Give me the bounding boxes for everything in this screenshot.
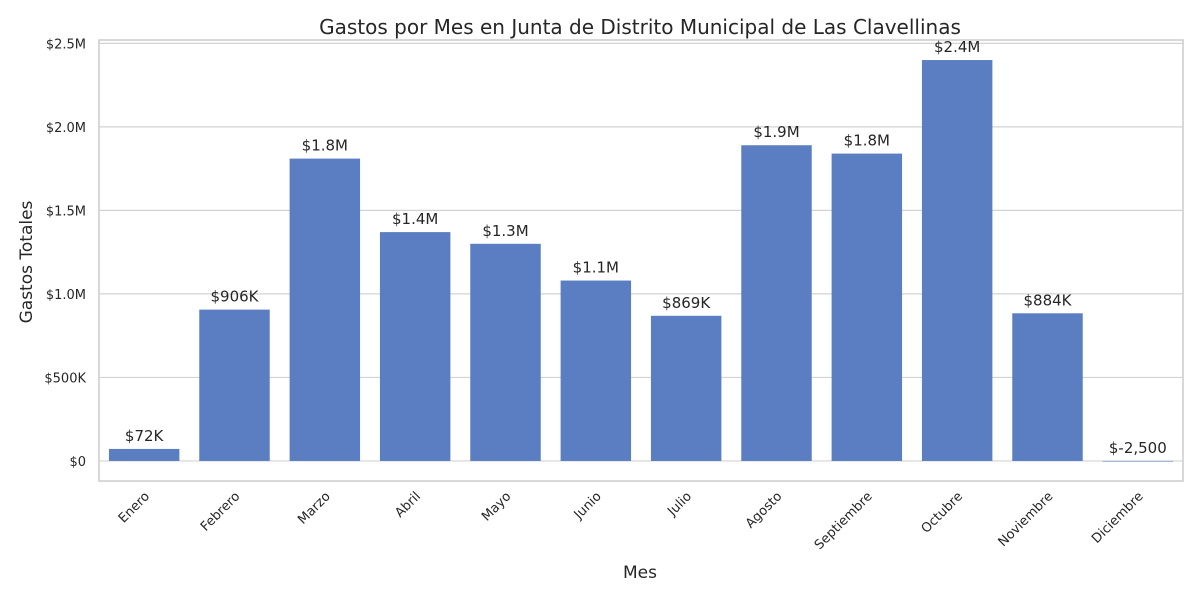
x-tick-label: Abril (392, 489, 424, 521)
y-tick-label: $0 (69, 455, 86, 470)
bar (831, 153, 903, 461)
x-axis-label: Mes (623, 563, 657, 583)
data-label: $1.3M (482, 222, 528, 240)
data-label: $1.9M (753, 123, 799, 141)
y-tick-label: $2.5M (46, 37, 86, 52)
bar (741, 145, 812, 461)
data-label: $1.8M (302, 137, 348, 155)
data-label: $869K (662, 294, 711, 312)
bar (379, 232, 451, 461)
y-tick-label: $500K (44, 371, 86, 386)
data-label: $2.4M (934, 38, 980, 56)
data-labels: $72K $906K $1.8M $1.4M $1.3M $1.1M $869K $1.9M $… (125, 38, 1167, 457)
y-tick-label: $2.0M (46, 121, 86, 136)
x-tick-label: Febrero (198, 489, 243, 534)
data-label: $884K (1023, 291, 1072, 309)
data-label: $1.1M (573, 259, 619, 277)
data-label: $1.8M (844, 132, 890, 150)
bar (199, 309, 270, 461)
x-tick-label: Noviembre (996, 489, 1057, 550)
y-axis-label: Gastos Totales (17, 200, 37, 323)
x-ticks: Enero Febrero Marzo Abril Mayo Junio Julio Agos… (116, 489, 1147, 553)
bar (470, 243, 541, 461)
bar (560, 280, 632, 461)
x-tick-label: Octubre (919, 489, 966, 536)
data-label: $-2,500 (1109, 439, 1167, 457)
bar (1102, 460, 1174, 462)
x-tick-label: Mayo (479, 489, 514, 524)
data-label: $72K (125, 427, 165, 445)
grid-lines (99, 42, 1183, 462)
bar (650, 315, 722, 461)
bars (108, 60, 1174, 462)
data-label: $906K (210, 288, 259, 306)
y-tick-label: $1.0M (46, 288, 86, 303)
plot-frame (98, 39, 1184, 482)
data-label: $1.4M (392, 210, 438, 228)
bar (108, 448, 180, 461)
bar (1012, 313, 1083, 461)
bar (921, 60, 993, 461)
y-ticks: $0 $500K $1.0M $1.5M $2.0M $2.5M (44, 37, 86, 470)
x-tick-label: Marzo (295, 489, 333, 527)
chart-title: Gastos por Mes en Junta de Distrito Muni… (319, 15, 961, 39)
x-tick-label: Julio (664, 489, 695, 520)
y-tick-label: $1.5M (46, 204, 86, 219)
bar (289, 158, 361, 461)
x-tick-label: Enero (116, 489, 153, 526)
x-tick-label: Septiembre (812, 489, 876, 553)
x-tick-label: Junio (571, 489, 605, 523)
x-tick-label: Agosto (743, 489, 785, 531)
x-tick-label: Diciembre (1089, 489, 1147, 547)
